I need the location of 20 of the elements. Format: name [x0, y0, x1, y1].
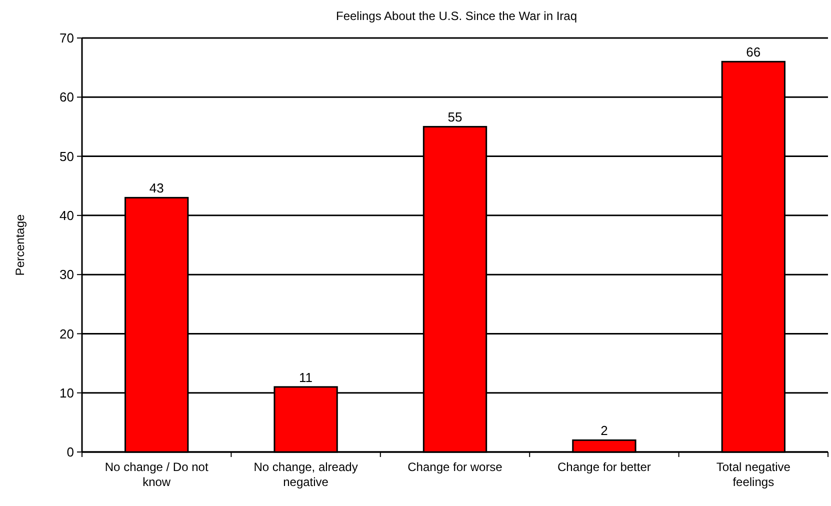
chart-title: Feelings About the U.S. Since the War in Iraq: [336, 9, 578, 23]
y-axis-title: Percentage: [13, 214, 27, 276]
data-label: 2: [600, 423, 608, 438]
x-tick-label: Change for worse: [408, 460, 503, 474]
y-tick-label: 30: [60, 267, 74, 282]
x-tick-label: Total negative feelings: [716, 460, 791, 489]
y-tick-label: 0: [66, 444, 74, 460]
x-tick-label: Change for better: [557, 460, 651, 474]
data-label: 55: [448, 110, 462, 125]
x-tick-label: No change, already negative: [254, 460, 358, 489]
y-tick-label: 20: [60, 326, 74, 342]
data-label: 43: [149, 180, 164, 196]
x-tick-label: No change / Do not know: [104, 460, 209, 489]
y-tick-label: 40: [60, 208, 74, 223]
y-tick-label: 10: [60, 385, 74, 400]
y-tick-label: 60: [60, 90, 74, 105]
y-tick-label: 50: [60, 148, 74, 164]
y-tick-label: 70: [60, 30, 74, 46]
data-label: 66: [746, 44, 761, 60]
data-label: 11: [299, 370, 313, 385]
